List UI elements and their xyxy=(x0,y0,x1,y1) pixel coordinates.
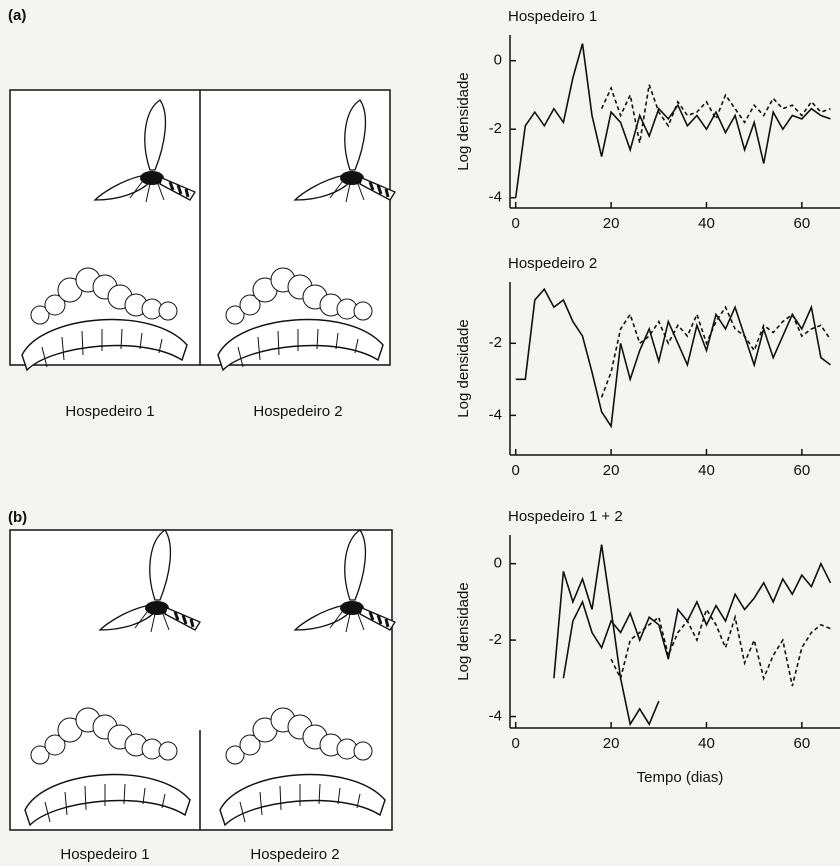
data-line xyxy=(610,607,831,687)
caption: Hospedeiro 1 xyxy=(65,403,154,420)
y-tick-label: -4 xyxy=(489,406,502,423)
y-tick-label: 0 xyxy=(494,52,502,69)
y-tick-label: -2 xyxy=(489,120,502,137)
caption: Hospedeiro 2 xyxy=(250,846,339,863)
chart-title: Hospedeiro 2 xyxy=(508,255,597,272)
data-line xyxy=(600,84,831,144)
x-tick-label: 40 xyxy=(698,462,715,479)
chart-title: Hospedeiro 1 xyxy=(508,8,597,25)
data-line xyxy=(514,43,831,198)
data-line xyxy=(600,305,832,398)
x-tick-label: 0 xyxy=(512,215,520,232)
x-tick-label: 40 xyxy=(698,735,715,752)
caption: Hospedeiro 1 xyxy=(60,846,149,863)
y-tick-label: 0 xyxy=(494,555,502,572)
chart-title: Hospedeiro 1 + 2 xyxy=(508,508,623,525)
y-tick-label: -2 xyxy=(489,631,502,648)
data-line xyxy=(562,561,832,679)
x-tick-label: 0 xyxy=(512,462,520,479)
caption: Hospedeiro 2 xyxy=(253,403,342,420)
x-tick-label: 20 xyxy=(603,462,620,479)
y-axis-label: Log densidade xyxy=(455,319,472,417)
data-line xyxy=(553,544,660,727)
y-tick-label: -2 xyxy=(489,334,502,351)
panel-label: (b) xyxy=(8,509,27,526)
x-tick-label: 60 xyxy=(794,215,811,232)
x-tick-label: 40 xyxy=(698,215,715,232)
x-tick-label: 0 xyxy=(512,735,520,752)
panel-label: (a) xyxy=(8,7,26,24)
y-tick-label: -4 xyxy=(489,708,502,725)
y-axis-label: Log densidade xyxy=(455,72,472,170)
y-tick-label: -4 xyxy=(489,189,502,206)
x-tick-label: 60 xyxy=(794,735,811,752)
y-axis-label: Log densidade xyxy=(455,582,472,680)
x-tick-label: 20 xyxy=(603,215,620,232)
x-axis-label: Tempo (dias) xyxy=(637,769,724,786)
x-tick-label: 60 xyxy=(794,462,811,479)
data-line xyxy=(515,287,831,429)
x-tick-label: 20 xyxy=(603,735,620,752)
